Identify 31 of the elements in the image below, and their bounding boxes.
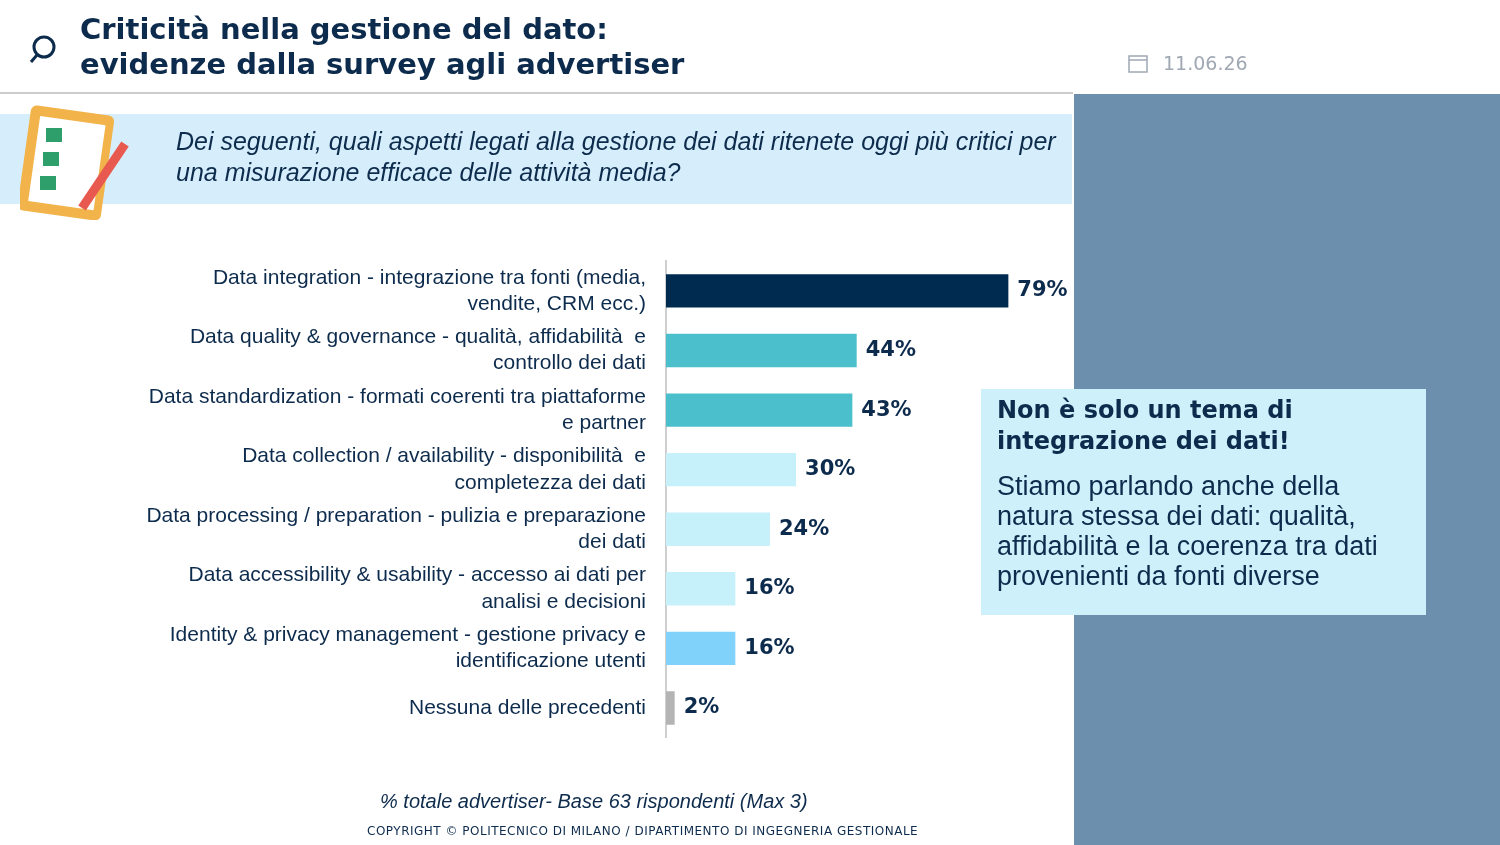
- text: % totale advertiser- Base 63 rispondenti (Max 3): [380, 790, 808, 813]
- data-label: 44%: [865, 336, 916, 361]
- bar: [666, 631, 736, 666]
- chart-subtitle: Dei seguenti, quali aspetti legati alla gestione dei dati ritenete oggi più critici per una misurazione efficace delle attività media?: [176, 126, 1056, 188]
- bar: [666, 274, 1009, 308]
- text: Criticità nella gestione del dato: evidenze dalla survey agli advertiser: [80, 12, 685, 82]
- y-tick-label: Data collection / availability - disponibilità e completezza dei dati: [242, 443, 646, 493]
- bar: [666, 393, 853, 427]
- text: COPYRIGHT © POLITECNICO DI MILANO / DIPARTIMENTO DI INGEGNERIA GESTIONALE: [367, 824, 919, 838]
- y-tick-label: Data standardization - formati coerenti tra piattaforme e partner: [148, 383, 646, 433]
- bar: [666, 512, 771, 546]
- annotation: Stiamo parlando anche della natura stessa dei dati: qualità, affidabilità e la coerenza tra dati provenienti da fonti diverse: [997, 471, 1379, 591]
- bar: [666, 572, 736, 606]
- annotation: Non è solo un tema di integrazione dei dati!: [997, 395, 1294, 457]
- data-label: 30%: [805, 456, 856, 481]
- data-label: 16%: [744, 634, 795, 659]
- y-tick-label: Data accessibility & usability - accesso ai dati per analisi e decisioni: [188, 562, 646, 612]
- data-label: 43%: [861, 396, 912, 421]
- y-tick-label: Data processing / preparation - pulizia e preparazione dei dati: [146, 502, 646, 553]
- y-tick-label: Identity & privacy management - gestione privacy e identificazione utenti: [169, 622, 646, 672]
- data-label: 24%: [779, 515, 830, 540]
- bar: [666, 333, 857, 368]
- data-label: 16%: [744, 575, 795, 600]
- y-tick-label: Data integration - integrazione tra fonti (media, vendite, CRM ecc.): [212, 264, 646, 314]
- text: 11.06.26: [1163, 52, 1248, 74]
- data-label: 2%: [683, 694, 720, 719]
- y-tick-label: Nessuna delle precedenti: [409, 694, 646, 718]
- y-tick-label: Data quality & governance - qualità, affidabilità e controllo dei dati: [189, 324, 646, 374]
- data-label: 79%: [1017, 277, 1068, 302]
- bar: [666, 452, 797, 487]
- bar: [666, 691, 675, 725]
